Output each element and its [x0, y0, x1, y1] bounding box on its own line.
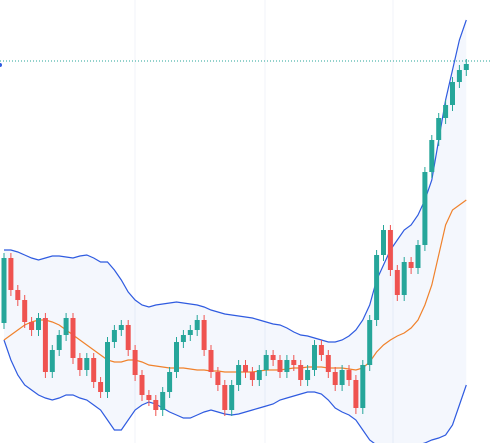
candle-body	[1, 258, 7, 323]
candle-body	[463, 64, 469, 70]
candle-body	[305, 370, 311, 380]
candle-body	[201, 320, 207, 350]
candle-body	[332, 372, 338, 385]
candle-body	[56, 335, 62, 350]
candle-body	[318, 345, 324, 355]
candle-body	[270, 355, 276, 360]
candle-body	[394, 270, 400, 295]
candle-body	[105, 342, 110, 392]
candle-body	[387, 230, 393, 270]
candle-body	[174, 342, 179, 372]
candle-body	[429, 140, 435, 172]
candle-body	[118, 325, 124, 330]
candle-body	[291, 360, 297, 365]
candle-body	[346, 370, 352, 380]
candle-body	[42, 318, 48, 372]
candle-body	[208, 350, 214, 372]
candle-body	[353, 380, 359, 408]
candle-body	[325, 355, 331, 372]
candle-body	[111, 330, 117, 342]
candle-body	[49, 350, 55, 372]
candle-body	[339, 370, 345, 385]
candle-body	[36, 318, 41, 330]
middle-band	[3, 199, 467, 373]
candle-body	[312, 345, 317, 370]
lower-band	[3, 339, 467, 443]
candle-body	[77, 358, 83, 370]
candle-body	[22, 300, 28, 322]
candle-body	[70, 318, 76, 358]
candle-body	[249, 372, 255, 380]
candle-body	[443, 105, 449, 118]
candle-body	[450, 82, 455, 105]
candle-body	[91, 358, 97, 382]
candle-body	[63, 318, 69, 335]
candle-body	[284, 360, 290, 372]
price-dot	[0, 63, 2, 67]
candle-body	[194, 320, 200, 330]
candle-body	[415, 245, 421, 268]
band-fill	[4, 20, 467, 443]
candle-body	[236, 365, 242, 385]
candle-body	[422, 172, 428, 245]
candle-body	[222, 385, 228, 410]
candle-body	[381, 230, 386, 255]
candle-body	[456, 70, 462, 82]
candle-body	[29, 322, 35, 330]
candle-body	[374, 255, 380, 320]
candle-body	[167, 372, 173, 392]
candle-body	[139, 375, 145, 395]
candle-body	[15, 290, 21, 300]
candle-body	[229, 385, 235, 410]
candle-body	[187, 330, 193, 335]
candle-body	[84, 358, 90, 370]
candle-body	[401, 262, 407, 295]
candle-body	[125, 325, 131, 350]
candle-body	[408, 262, 414, 268]
candle-body	[360, 365, 366, 408]
candle-body	[215, 372, 221, 385]
candle-body	[243, 365, 248, 372]
candle-body	[153, 400, 159, 410]
candle-body	[263, 355, 269, 370]
candle-body	[132, 350, 138, 375]
candle-body	[277, 360, 283, 372]
candle-body	[367, 320, 373, 365]
candle-body	[98, 382, 104, 392]
candle-body	[160, 392, 166, 410]
candle-body	[298, 365, 304, 380]
candle-body	[180, 335, 186, 342]
candle-body	[256, 370, 262, 380]
candle-body	[436, 118, 442, 140]
candle-body	[146, 395, 152, 400]
candle-body	[8, 258, 14, 290]
